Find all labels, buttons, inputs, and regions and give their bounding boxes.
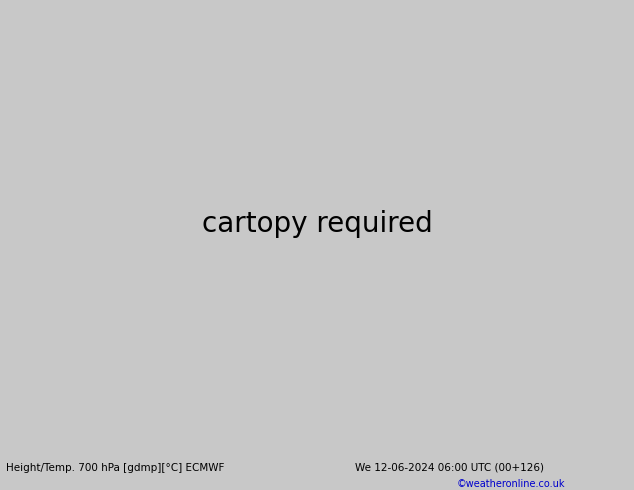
Text: We 12-06-2024 06:00 UTC (00+126): We 12-06-2024 06:00 UTC (00+126) (355, 463, 544, 473)
Text: Height/Temp. 700 hPa [gdmp][°C] ECMWF: Height/Temp. 700 hPa [gdmp][°C] ECMWF (6, 463, 224, 473)
Text: cartopy required: cartopy required (202, 210, 432, 238)
Text: ©weatheronline.co.uk: ©weatheronline.co.uk (456, 479, 565, 489)
